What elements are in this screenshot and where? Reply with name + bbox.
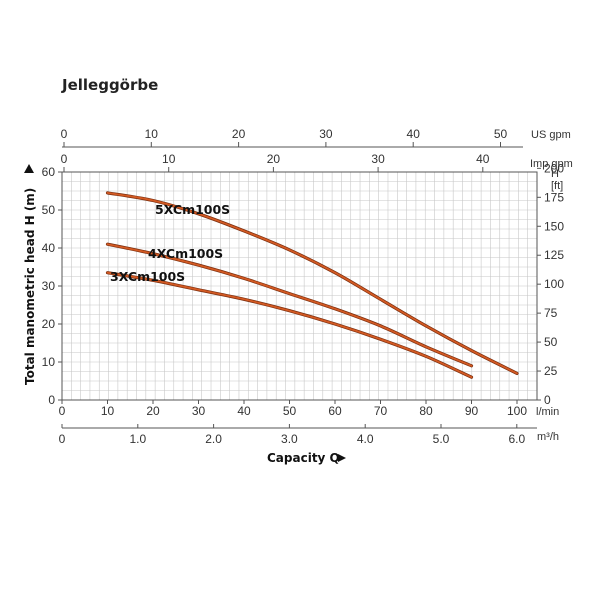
curve-outline-3XCm100S — [105, 271, 474, 379]
lmin-tick-label: 40 — [237, 404, 251, 418]
head-ft-tick-label: 25 — [544, 364, 558, 378]
lmin-tick-label: 10 — [101, 404, 115, 418]
head-ft-tick-label: 0 — [544, 393, 551, 407]
lmin-tick-label: 100 — [507, 404, 527, 418]
m3h-tick-label: 6.0 — [508, 432, 525, 446]
series-label-5XCm100S: 5XCm100S — [155, 202, 230, 217]
lmin-tick-label: 80 — [419, 404, 433, 418]
us-gpm-tick-label: 40 — [407, 127, 421, 141]
us-gpm-tick-label: 10 — [145, 127, 159, 141]
head-m-tick-label: 40 — [42, 241, 56, 255]
head-m-tick-label: 30 — [42, 279, 56, 293]
lmin-tick-label: 70 — [374, 404, 388, 418]
curve-4XCm100S — [106, 243, 473, 367]
series-label-4XCm100S: 4XCm100S — [148, 246, 223, 261]
head-ft-tick-label: 50 — [544, 335, 558, 349]
us-gpm-tick-label: 50 — [494, 127, 508, 141]
m3h-tick-label: 3.0 — [281, 432, 298, 446]
m3h-unit-label: m³/h — [537, 431, 559, 443]
us-gpm-tick-label: 30 — [319, 127, 333, 141]
us-gpm-tick-label: 0 — [61, 127, 68, 141]
head-ft-tick-label: 150 — [544, 219, 564, 233]
y-axis-title: Total manometric head H (m) — [23, 188, 37, 385]
left-axis: 0 10 20 30 40 50 60 — [42, 165, 62, 407]
m3h-tick-label: 2.0 — [205, 432, 222, 446]
lmin-tick-label: 20 — [146, 404, 160, 418]
imp-gpm-tick-label: 40 — [476, 152, 490, 166]
imp-gpm-unit-label: Imp gpm — [530, 158, 573, 170]
head-m-tick-label: 50 — [42, 203, 56, 217]
series-labels: 5XCm100S 4XCm100S 3XCm100S — [110, 202, 230, 284]
head-ft-tick-label: 175 — [544, 190, 564, 204]
us-gpm-unit-label: US gpm — [531, 129, 571, 141]
lmin-unit-label: l/min — [536, 406, 559, 418]
series-label-3XCm100S: 3XCm100S — [110, 269, 185, 284]
curve-3XCm100S — [106, 271, 473, 379]
head-ft-tick-label: 100 — [544, 277, 564, 291]
m3h-tick-label: 4.0 — [357, 432, 374, 446]
x-axis-title: Capacity Q — [267, 451, 340, 465]
imp-gpm-tick-label: 0 — [61, 152, 68, 166]
head-ft-unit-label: [ft] — [551, 180, 563, 192]
head-ft-axis-label: H — [551, 168, 559, 180]
y-axis-arrow-icon — [24, 164, 34, 173]
imp-gpm-tick-label: 30 — [371, 152, 385, 166]
curves — [105, 191, 519, 379]
head-m-tick-label: 60 — [42, 165, 56, 179]
head-m-tick-label: 10 — [42, 355, 56, 369]
lmin-tick-label: 50 — [283, 404, 297, 418]
m3h-tick-label: 5.0 — [433, 432, 450, 446]
head-ft-tick-label: 125 — [544, 248, 564, 262]
head-m-tick-label: 20 — [42, 317, 56, 331]
imp-gpm-tick-label: 20 — [267, 152, 281, 166]
top-axes: 0 10 20 30 40 50 US gpm 0 10 20 30 40 Imp gpm — [61, 127, 573, 173]
lmin-tick-label: 30 — [192, 404, 206, 418]
page-title: Jelleggörbe — [62, 76, 159, 94]
us-gpm-tick-label: 20 — [232, 127, 246, 141]
imp-gpm-tick-label: 10 — [162, 152, 176, 166]
m3h-tick-label: 1.0 — [129, 432, 146, 446]
head-ft-tick-label: 200 — [544, 161, 564, 175]
head-ft-tick-label: 75 — [544, 306, 558, 320]
head-m-tick-label: 0 — [48, 393, 55, 407]
grid — [61, 171, 538, 401]
x-axis-arrow-icon — [338, 454, 346, 462]
m3h-tick-label: 0 — [59, 432, 66, 446]
lmin-tick-label: 60 — [328, 404, 342, 418]
curve-5XCm100S — [106, 192, 518, 375]
lmin-tick-label: 0 — [59, 404, 66, 418]
lmin-tick-label: 90 — [465, 404, 479, 418]
bottom-axes: 0 10 20 30 40 50 60 70 80 90 100 l/min 0 1.0 2.0 3.0 4.0… — [59, 400, 559, 446]
